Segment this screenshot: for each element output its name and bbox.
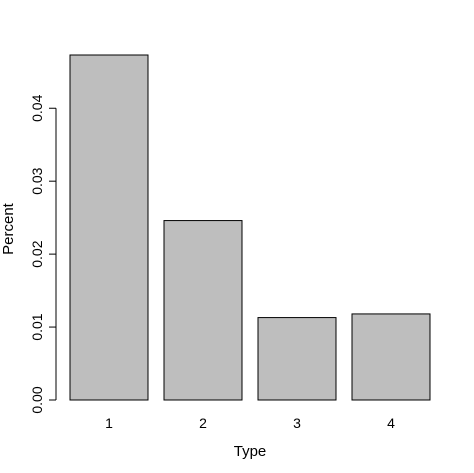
y-tick-label: 0.02 <box>29 240 45 267</box>
bar-2 <box>163 220 243 401</box>
y-tick-label: 0.03 <box>29 167 45 194</box>
x-axis: 1 2 3 4 <box>105 415 395 431</box>
bar-1 <box>69 54 149 401</box>
bars-group <box>69 54 431 401</box>
y-tick-label: 0.00 <box>29 386 45 413</box>
x-tick-label: 1 <box>105 415 113 431</box>
y-axis-label: Percent <box>0 202 17 255</box>
y-tick-label: 0.04 <box>29 94 45 121</box>
y-axis: 0.00 0.01 0.02 0.03 0.04 <box>29 94 57 414</box>
x-tick-label: 4 <box>387 415 395 431</box>
x-tick-label: 2 <box>199 415 207 431</box>
bar-3 <box>257 317 337 401</box>
y-tick-label: 0.01 <box>29 313 45 340</box>
x-axis-label: Type <box>234 443 267 460</box>
bar-4 <box>351 313 431 401</box>
x-tick-label: 3 <box>293 415 301 431</box>
